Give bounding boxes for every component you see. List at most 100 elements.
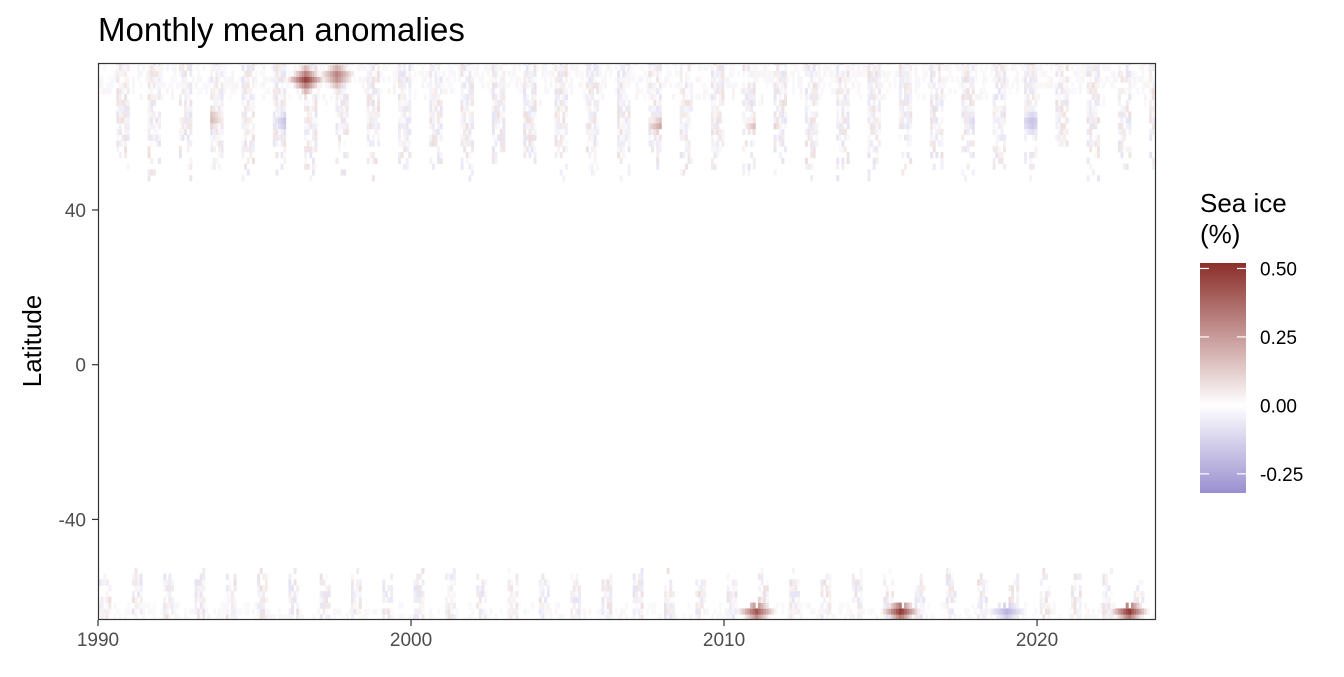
heatmap-cell (444, 573, 448, 580)
heatmap-cell (278, 608, 281, 615)
heatmap-cell (851, 573, 855, 580)
heatmap-cell (838, 88, 842, 95)
heatmap-cell (909, 70, 913, 77)
heatmap-cell (533, 157, 537, 164)
heatmap-cell (142, 614, 146, 620)
heatmap-cell (658, 146, 662, 153)
heatmap-cell (757, 596, 761, 603)
heatmap-cell (593, 63, 597, 66)
heatmap-cell (711, 105, 714, 112)
heatmap-cell (1112, 76, 1116, 83)
heatmap-cell (523, 82, 527, 89)
heatmap-cell (411, 63, 414, 66)
heatmap-cell (930, 99, 934, 106)
heatmap-cell (995, 134, 999, 141)
heatmap-cell (648, 128, 652, 135)
heatmap-cell (1060, 99, 1064, 106)
heatmap-cell (859, 63, 863, 66)
heatmap-cell (721, 134, 725, 141)
heatmap-cell (883, 608, 887, 615)
heatmap-cell (562, 82, 566, 89)
heatmap-cell (494, 70, 498, 77)
heatmap-cell (619, 608, 623, 615)
heatmap-cell (799, 82, 803, 89)
heatmap-cell (1094, 134, 1098, 141)
heatmap-cell (103, 596, 107, 603)
heatmap-cell (403, 70, 407, 77)
heatmap-cell (398, 63, 401, 66)
heatmap-cell (1029, 163, 1033, 170)
heatmap-cell (116, 63, 120, 66)
heatmap-cell (562, 123, 566, 130)
heatmap-cell (251, 82, 255, 89)
heatmap-cell (606, 591, 610, 598)
heatmap-cell (408, 64, 412, 72)
heatmap-cell (1034, 99, 1038, 106)
heatmap-cell (820, 76, 824, 83)
heatmap-cell (460, 123, 464, 130)
heatmap-cell (502, 93, 506, 101)
heatmap-cell (810, 152, 814, 159)
heatmap-cell (901, 614, 905, 620)
heatmap-cell (554, 608, 558, 615)
heatmap-cell (304, 93, 308, 101)
heatmap-cell (849, 64, 853, 72)
heatmap-cell (374, 608, 378, 615)
heatmap-cell (716, 146, 720, 153)
heatmap-cell (278, 93, 281, 101)
heatmap-cell (1078, 608, 1082, 615)
heatmap-cell (885, 608, 889, 615)
heatmap-cell (622, 70, 626, 77)
heatmap-cell (684, 123, 688, 130)
heatmap-cell (711, 123, 714, 130)
heatmap-cell (940, 163, 944, 170)
heatmap-cell (181, 82, 185, 89)
heatmap-cell (184, 123, 188, 130)
heatmap-cell (940, 82, 944, 89)
heatmap-cell (434, 63, 438, 66)
heatmap-cell (859, 573, 863, 580)
heatmap-cell (181, 128, 185, 135)
heatmap-cell (178, 128, 182, 135)
heatmap-cell (147, 93, 151, 101)
heatmap-cell (296, 76, 300, 83)
heatmap-cell (340, 111, 344, 118)
heatmap-cell (160, 93, 164, 101)
heatmap-cell (815, 99, 819, 106)
heatmap-cell (1097, 70, 1100, 77)
heatmap-cell (619, 93, 623, 101)
heatmap-cell (1151, 105, 1155, 112)
heatmap-cell (585, 63, 589, 66)
heatmap-cell (502, 111, 506, 118)
heatmap-cell (1151, 123, 1155, 130)
heatmap-cell (413, 93, 417, 101)
heatmap-cell (906, 63, 910, 66)
heatmap-cell (103, 63, 107, 66)
heatmap-cell (335, 105, 339, 112)
heatmap-cell (139, 579, 143, 586)
heatmap-cell (541, 63, 545, 66)
heatmap-cell (948, 614, 952, 620)
heatmap-cell (596, 140, 600, 147)
heatmap-cell (184, 88, 188, 95)
heatmap-cell (1047, 614, 1051, 620)
heatmap-cell (645, 76, 649, 83)
heatmap-cell (648, 105, 652, 112)
heatmap-cell (622, 134, 626, 141)
heatmap-cell (463, 146, 467, 153)
heatmap-cell (786, 614, 790, 620)
heatmap-cell (116, 608, 120, 615)
heatmap-cell (1000, 64, 1004, 72)
heatmap-cell (570, 573, 574, 580)
heatmap-cell (1000, 70, 1004, 77)
heatmap-cell (510, 596, 514, 603)
heatmap-cell (593, 123, 597, 130)
heatmap-cell (523, 117, 527, 124)
heatmap-cell (1034, 134, 1038, 141)
heatmap-cell (698, 596, 701, 603)
heatmap-cell (322, 70, 326, 77)
heatmap-cell (932, 93, 936, 101)
heatmap-cell (917, 63, 921, 66)
heatmap-cell (358, 608, 362, 615)
heatmap-cell (1063, 117, 1067, 124)
